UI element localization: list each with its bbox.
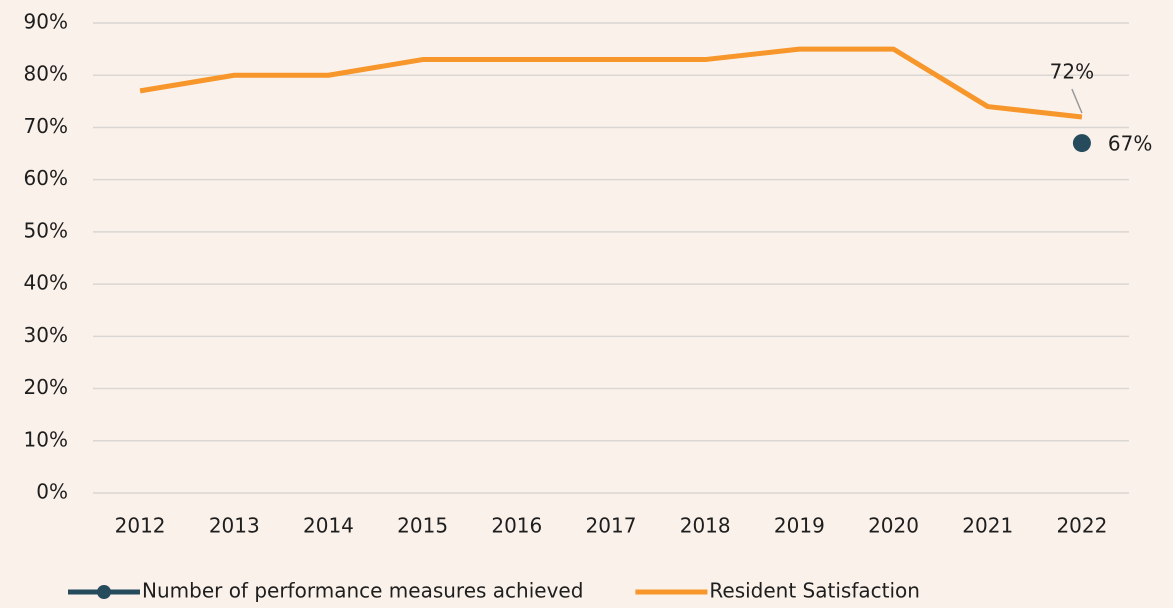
x-tick-label: 2019 — [774, 514, 825, 538]
y-tick-label: 80% — [24, 62, 68, 86]
data-label: 72% — [1050, 60, 1094, 84]
series-line — [139, 46, 1083, 120]
y-tick-label: 20% — [24, 375, 68, 399]
y-tick-label: 70% — [24, 114, 68, 138]
x-tick-label: 2021 — [962, 514, 1013, 538]
x-tick-label: 2012 — [115, 514, 166, 538]
y-tick-label: 60% — [24, 166, 68, 190]
y-tick-label: 30% — [24, 323, 68, 347]
x-tick-label: 2013 — [209, 514, 260, 538]
y-tick-label: 0% — [36, 480, 68, 504]
legend-marker — [97, 585, 111, 599]
x-tick-label: 2022 — [1056, 514, 1107, 538]
y-tick-label: 40% — [24, 271, 68, 295]
x-tick-label: 2016 — [491, 514, 542, 538]
y-tick-label: 50% — [24, 218, 68, 242]
label-leader — [1071, 88, 1083, 114]
x-tick-label: 2015 — [397, 514, 448, 538]
data-label: 67% — [1108, 132, 1152, 156]
x-tick-label: 2018 — [680, 514, 731, 538]
legend-label: Resident Satisfaction — [709, 579, 920, 603]
x-tick-label: 2020 — [868, 514, 919, 538]
x-tick-label: 2014 — [303, 514, 354, 538]
series-point — [1072, 134, 1091, 153]
y-tick-label: 10% — [24, 427, 68, 451]
legend-label: Number of performance measures achieved — [142, 579, 583, 603]
x-tick-label: 2017 — [586, 514, 637, 538]
y-tick-label: 90% — [24, 10, 68, 34]
